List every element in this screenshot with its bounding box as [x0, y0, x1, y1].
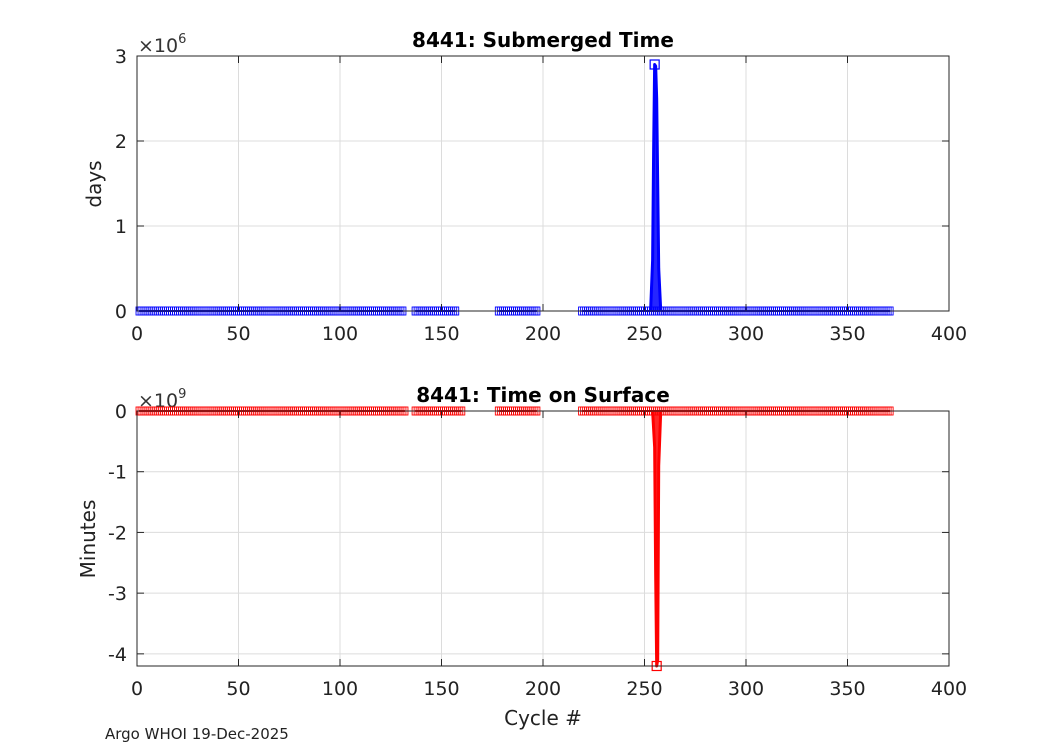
x-tick-label: 100: [322, 323, 358, 345]
x-tick-label: 300: [728, 678, 764, 700]
footer-credit: Argo WHOI 19-Dec-2025: [105, 725, 289, 743]
x-tick-label: 200: [525, 323, 561, 345]
y-tick-label: 0: [115, 301, 127, 323]
grid-lines: [136, 55, 950, 312]
x-tick-label: 400: [931, 323, 967, 345]
exponent-power: 6: [178, 32, 186, 47]
y-axis-label: Minutes: [76, 500, 100, 579]
y-tick-label: -4: [108, 644, 127, 666]
y-tick-label: 2: [115, 131, 127, 153]
chart-title: 8441: Submerged Time: [412, 28, 674, 52]
y-tick-label: 1: [115, 216, 127, 238]
x-tick-label: 50: [226, 678, 250, 700]
spike-series: [649, 63, 663, 312]
x-tick-label: 50: [226, 323, 250, 345]
chart-submerged-time: 8441: Submerged Time days ×106 0 50 100 150…: [82, 28, 967, 345]
spike-series: [651, 410, 663, 668]
y-tick-label: -2: [108, 522, 127, 544]
y-tick-label: 3: [115, 46, 127, 68]
x-tick-label: 350: [829, 678, 865, 700]
x-tick-label: 300: [728, 323, 764, 345]
exponent-base: ×10: [138, 390, 178, 412]
grid-lines: [136, 410, 950, 666]
y-tick-label: 0: [115, 401, 127, 423]
data-series: [135, 59, 894, 316]
x-tick-label: 250: [626, 323, 662, 345]
exponent-base: ×10: [138, 35, 178, 57]
data-series: [135, 406, 894, 672]
x-tick-label: 150: [423, 323, 459, 345]
x-tick-label: 250: [626, 678, 662, 700]
x-axis-label: Cycle #: [504, 706, 582, 730]
x-tick-label: 200: [525, 678, 561, 700]
x-tick-label: 400: [931, 678, 967, 700]
x-tick-label: 150: [423, 678, 459, 700]
chart-time-on-surface: 8441: Time on Surface Minutes Cycle # ×1…: [76, 383, 967, 730]
y-exponent-label: ×106: [138, 32, 186, 57]
tick-labels: 0 50 100 150 200 250 300 350 400 0 -1 -2 -3 -4: [108, 401, 967, 700]
x-tick-label: 100: [322, 678, 358, 700]
peak-marker: [649, 59, 660, 70]
y-axis-label: days: [82, 160, 106, 207]
x-tick-label: 0: [131, 678, 143, 700]
exponent-power: 9: [178, 387, 186, 402]
x-tick-label: 350: [829, 323, 865, 345]
tick-labels: 0 50 100 150 200 250 300 350 400 0 1 2 3: [115, 46, 967, 345]
y-tick-label: -1: [108, 462, 127, 484]
chart-title: 8441: Time on Surface: [416, 383, 670, 407]
x-tick-label: 0: [131, 323, 143, 345]
y-tick-label: -3: [108, 583, 127, 605]
y-exponent-label: ×109: [138, 387, 186, 412]
